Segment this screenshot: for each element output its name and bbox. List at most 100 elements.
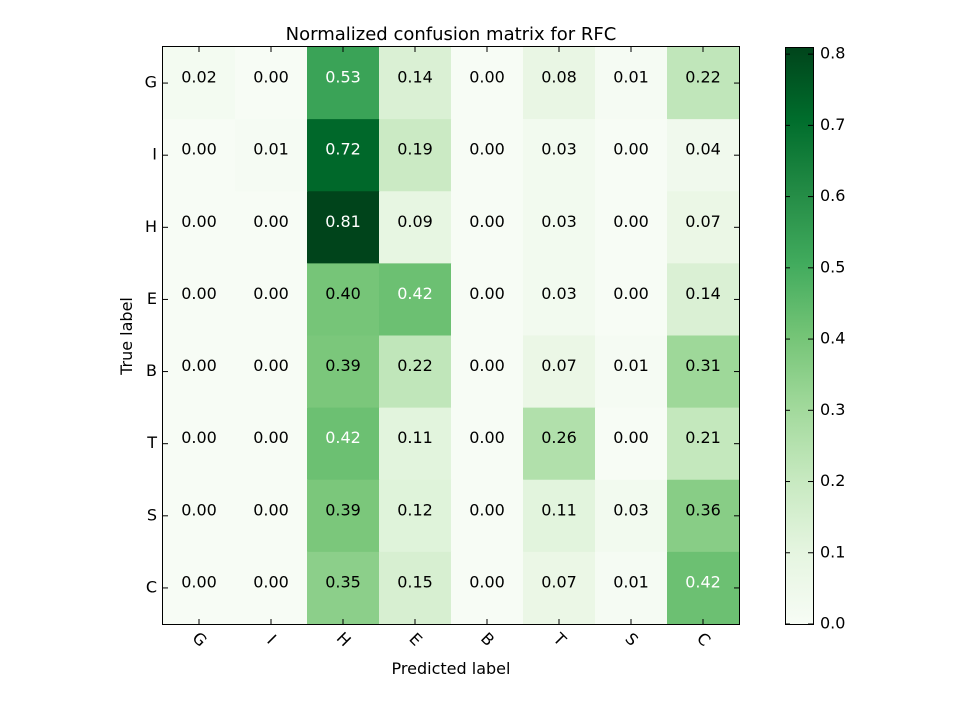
cell-value-label: 0.11 [541,500,577,519]
chart-title: Normalized confusion matrix for RFC [286,24,617,45]
x-tick-label: E [405,629,426,650]
x-tick-label: C [693,629,714,650]
cell-value-label: 0.00 [253,356,289,375]
cell-value-label: 0.14 [397,68,433,87]
cell-value-label: 0.14 [685,284,721,303]
cell-value-label: 0.00 [469,284,505,303]
cell-value-label: 0.01 [253,140,289,159]
heatmap-cell [235,335,308,409]
cell-value-label: 0.00 [181,356,217,375]
y-tick-label: S [147,505,157,524]
cell-value-label: 0.00 [181,572,217,591]
cell-value-label: 0.42 [685,572,721,591]
heatmap-cell [379,551,452,625]
heatmap-cell [667,335,740,409]
heatmap-cells [163,47,740,625]
y-tick-label: I [152,145,157,164]
cell-value-label: 0.00 [613,428,649,447]
heatmap-cell [307,191,380,264]
heatmap-cell [235,47,308,120]
cell-value-label: 0.15 [397,572,433,591]
cell-value-label: 0.36 [685,500,721,519]
cell-value-label: 0.00 [613,212,649,231]
colorbar: 0.0 0.1 0.2 0.3 0.4 0.5 0.6 0.7 0.8 [785,44,845,633]
cell-value-label: 0.07 [541,572,577,591]
cell-value-label: 0.31 [685,356,721,375]
x-tick-label: S [621,629,642,650]
cell-value-label: 0.26 [541,428,577,447]
y-tick-label: T [146,433,157,452]
colorbar-tick-label: 0.0 [820,614,845,633]
cell-value-label: 0.39 [325,356,361,375]
heatmap-cell [163,47,236,120]
cell-value-label: 0.01 [613,572,649,591]
cell-value-label: 0.08 [541,68,577,87]
cell-value-label: 0.00 [181,284,217,303]
heatmap-cell [451,47,524,120]
x-tick-label: I [263,631,280,648]
heatmap-cell [523,551,596,625]
heatmap-cell [235,191,308,264]
heatmap-cell [451,119,524,192]
heatmap-cell [667,119,740,192]
heatmap-cell [667,47,740,120]
heatmap-cell [523,479,596,553]
colorbar-tick-label: 0.4 [820,329,845,348]
heatmap-cell [163,407,236,481]
heatmap-cell [667,407,740,481]
cell-value-label: 0.22 [397,356,433,375]
cell-value-label: 0.72 [325,140,361,159]
heatmap-cell [451,479,524,553]
heatmap-cell [307,263,380,337]
heatmap-cell [595,479,668,553]
heatmap-cell [595,407,668,481]
heatmap-cell [379,407,452,481]
cell-value-label: 0.00 [181,500,217,519]
colorbar-tick-label: 0.2 [820,471,845,490]
heatmap-cell [523,191,596,264]
heatmap-cell [379,191,452,264]
plot-frame [162,46,740,625]
heatmap-cell [379,479,452,553]
heatmap-cell [163,479,236,553]
cell-value-label: 0.12 [397,500,433,519]
cell-value-label: 0.19 [397,140,433,159]
heatmap-cell [235,263,308,337]
y-tick-label: H [145,217,157,236]
heatmap-cell [451,191,524,264]
heatmap-cell [307,119,380,192]
cell-value-label: 0.53 [325,68,361,87]
heatmap-cell [235,551,308,625]
cell-value-label: 0.39 [325,500,361,519]
heatmap-cell [451,335,524,409]
heatmap-cell [595,47,668,120]
x-axis-label: Predicted label [392,659,511,678]
cell-value-label: 0.09 [397,212,433,231]
heatmap-cell [379,263,452,337]
cell-value-label: 0.01 [613,356,649,375]
heatmap-cell [235,119,308,192]
cell-value-label: 0.00 [181,428,217,447]
heatmap-cell [163,191,236,264]
x-tick-label: B [477,629,498,650]
cell-value-label: 0.00 [253,68,289,87]
heatmap-cell [667,263,740,337]
colorbar-gradient [785,47,813,624]
heatmap-cell [595,263,668,337]
heatmap-cell [523,119,596,192]
cell-value-label: 0.00 [469,356,505,375]
cell-value-label: 0.07 [541,356,577,375]
heatmap-cell [595,119,668,192]
cell-value-label: 0.40 [325,284,361,303]
colorbar-tick-label: 0.5 [820,257,845,276]
cell-value-label: 0.00 [613,284,649,303]
y-axis-ticks: G I H E B T S C [145,73,739,596]
y-tick-label: C [146,577,157,596]
cell-value-label: 0.42 [325,428,361,447]
cell-value-label: 0.00 [469,140,505,159]
heatmap-cell [163,119,236,192]
cell-value-label: 0.22 [685,68,721,87]
heatmap-cell [379,119,452,192]
y-tick-label: G [145,73,157,92]
cell-value-label: 0.00 [469,500,505,519]
